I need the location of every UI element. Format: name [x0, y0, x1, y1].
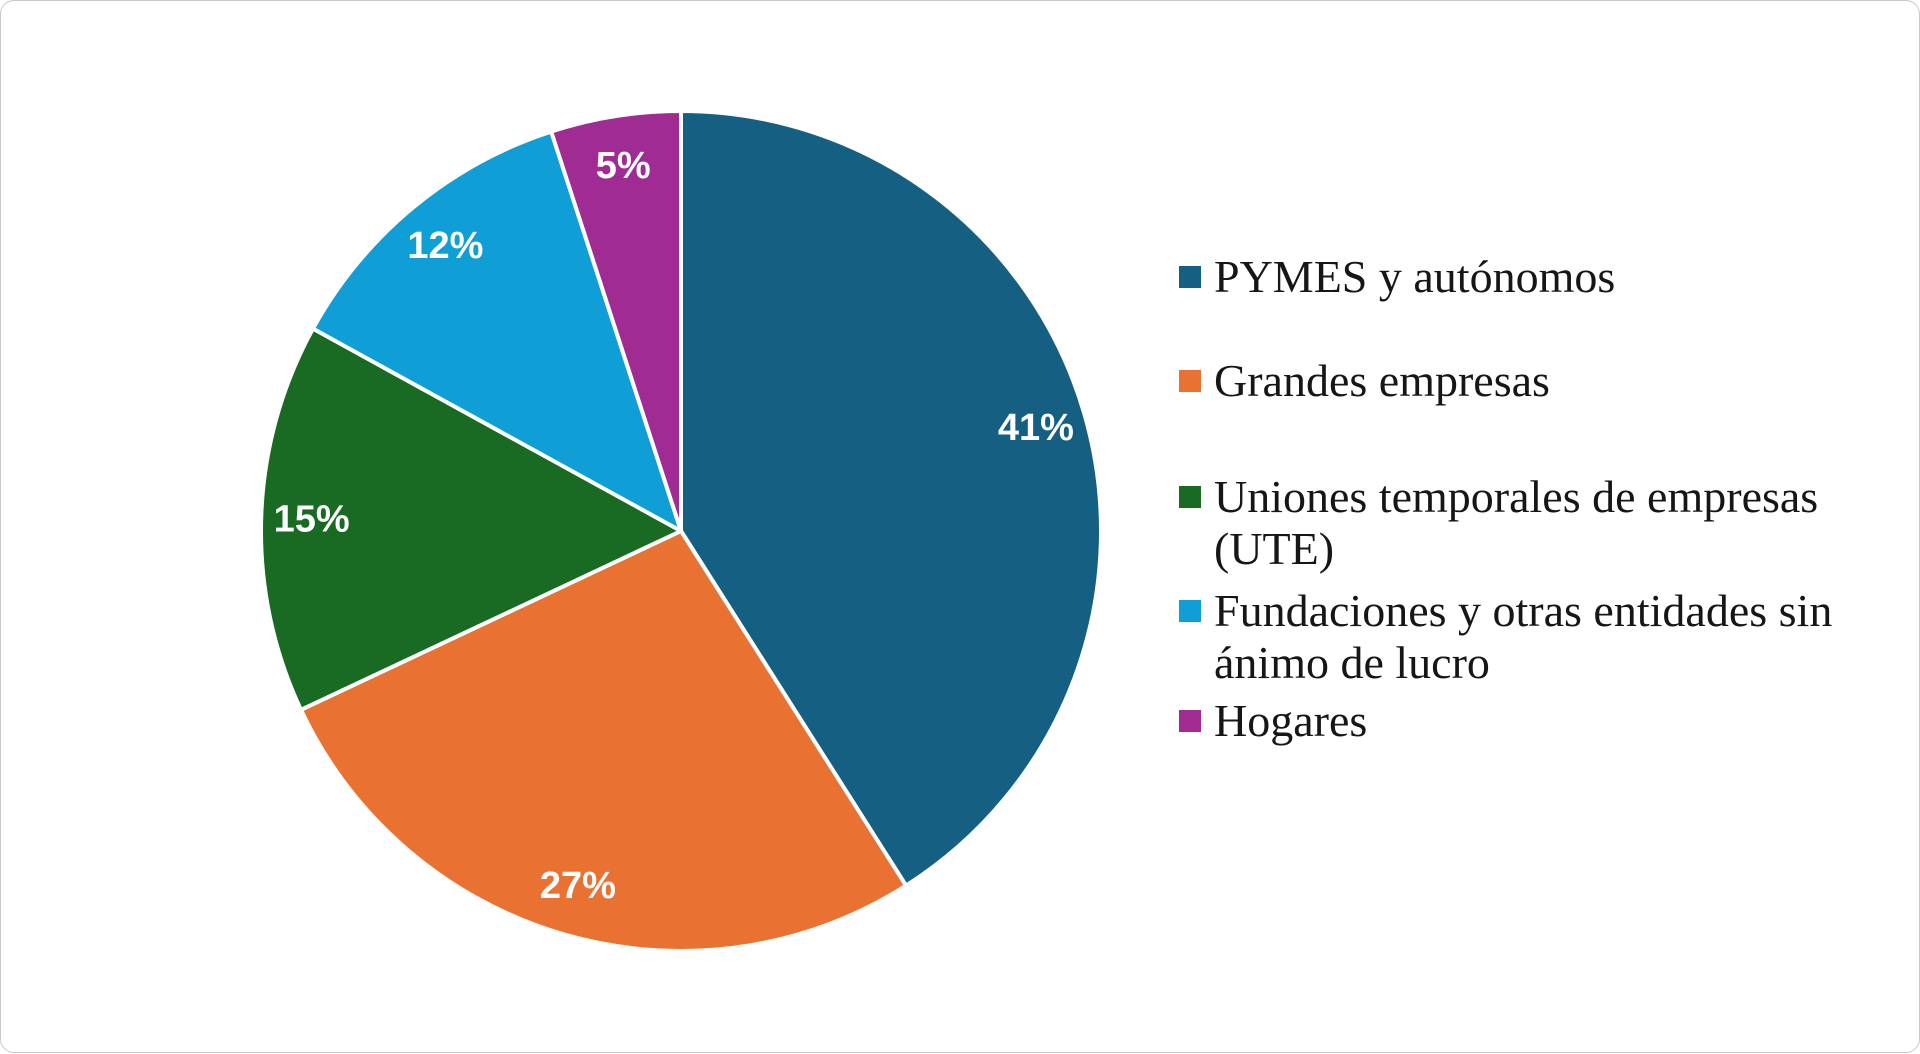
legend-item: Fundaciones y otras entidades sin ánimo … [1179, 585, 1909, 689]
legend-marker-icon [1179, 370, 1201, 392]
pie-slice [679, 109, 1104, 888]
legend-marker-icon [1179, 710, 1201, 732]
legend-item: Uniones temporales de empresas (UTE) [1179, 471, 1909, 575]
pie-slice-value-label: 41% [998, 407, 1074, 449]
legend-item: Grandes empresas [1179, 355, 1909, 407]
pie-slice [310, 129, 683, 533]
legend-label: Fundaciones y otras entidades sin ánimo … [1214, 585, 1833, 688]
pie-slice [259, 326, 683, 712]
legend-label: Uniones temporales de empresas (UTE) [1214, 471, 1819, 574]
chart-legend: PYMES y autónomos Grandes empresas Union… [1179, 251, 1909, 747]
legend-marker-icon [1179, 266, 1201, 288]
legend-marker-icon [1179, 600, 1201, 622]
legend-label: Hogares [1214, 695, 1368, 746]
pie-slice-value-label: 15% [274, 498, 350, 540]
pie-slice-value-label: 12% [407, 225, 483, 267]
legend-label: Grandes empresas [1214, 355, 1550, 406]
legend-label: PYMES y autónomos [1214, 251, 1616, 302]
pie-slice-value-label: 27% [540, 865, 616, 907]
pie-slice [549, 109, 683, 533]
pie-slice [298, 529, 909, 954]
legend-marker-icon [1179, 486, 1201, 508]
pie-slice-value-label: 5% [596, 145, 651, 187]
legend-item: Hogares [1179, 695, 1909, 747]
legend-item: PYMES y autónomos [1179, 251, 1909, 303]
